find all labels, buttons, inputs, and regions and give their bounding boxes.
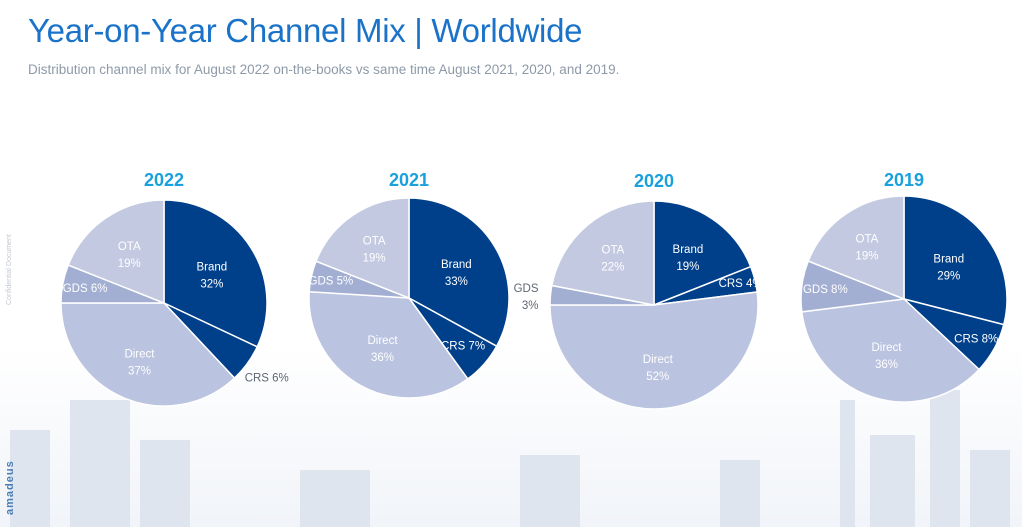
slice-label-ota: OTA <box>118 241 141 253</box>
pie-chart-2022: 2022 Brand 32% CRS 6% Direct 37% GDS 6% OTA 19% <box>60 170 289 407</box>
slice-label-gds: GDS 5% <box>309 276 354 288</box>
slice-value-brand: 33% <box>445 276 468 288</box>
slice-value-direct: 52% <box>646 371 669 383</box>
pie-slice-ota <box>550 200 655 306</box>
page-title: Year-on-Year Channel Mix | Worldwide <box>28 12 583 49</box>
slice-label-crs: CRS 7% <box>441 341 485 353</box>
slice-value-ota: 19% <box>118 258 141 270</box>
slice-label-crs: CRS 8% <box>954 334 998 346</box>
slice-label-brand: Brand <box>673 244 704 256</box>
pie-slice-ota <box>67 199 165 305</box>
slice-label-direct: Direct <box>643 354 674 366</box>
slice-value-direct: 37% <box>128 366 151 378</box>
slice-value-gds: 3% <box>522 300 539 312</box>
slice-label-gds: GDS 6% <box>63 283 108 295</box>
slice-label-crs: CRS 4% <box>719 278 763 290</box>
slice-label-brand: Brand <box>441 259 472 271</box>
chart-year-title: 2021 <box>389 170 429 190</box>
slice-value-ota: 19% <box>855 250 878 262</box>
page-subtitle: Distribution channel mix for August 2022… <box>28 62 620 77</box>
pie-slice-direct <box>800 298 981 403</box>
chart-year-title: 2022 <box>144 170 184 190</box>
slice-label-direct: Direct <box>367 335 398 347</box>
pie-slice-brand <box>903 195 1008 326</box>
pie-slice-ota <box>807 195 905 301</box>
slice-label-direct: Direct <box>871 342 902 354</box>
pie-slice-brand <box>408 197 510 348</box>
city-skyline-background <box>10 390 1010 527</box>
slice-label-brand: Brand <box>196 262 227 274</box>
chart-year-title: 2019 <box>884 170 924 190</box>
pie-slice-brand <box>163 199 268 348</box>
pie-chart-2021: 2021 Brand 33% CRS 7% Direct 36% GDS 5% OTA 19% <box>308 170 510 399</box>
slice-value-direct: 36% <box>875 359 898 371</box>
slice-label-ota: OTA <box>856 233 879 245</box>
slice-label-ota: OTA <box>602 244 625 256</box>
slice-value-ota: 19% <box>363 253 386 265</box>
pie-slice-direct <box>549 291 759 410</box>
slice-value-direct: 36% <box>371 352 394 364</box>
chart-year-title: 2020 <box>634 171 674 191</box>
slice-value-brand: 29% <box>937 270 960 282</box>
pie-slice-ota <box>315 197 410 300</box>
slice-value-ota: 22% <box>601 261 624 273</box>
pie-slice-direct <box>308 290 469 399</box>
slice-label-crs: CRS 6% <box>245 373 289 385</box>
pie-slice-direct <box>60 302 236 407</box>
slice-label-direct: Direct <box>124 349 155 361</box>
pie-chart-2020: 2020 Brand 19% CRS 4% Direct 52% GDS 3% OTA 22% <box>514 171 763 410</box>
pie-chart-2019: 2019 Brand 29% CRS 8% Direct 36% GDS 8% OTA 19% <box>800 170 1008 403</box>
slice-label-brand: Brand <box>933 253 964 265</box>
slice-label-ota: OTA <box>363 236 386 248</box>
slice-label-gds: GDS 8% <box>803 284 848 296</box>
slice-value-brand: 32% <box>200 279 223 291</box>
slice-label-gds: GDS <box>514 283 539 295</box>
pie-slice-brand <box>653 200 752 307</box>
slice-value-brand: 19% <box>676 261 699 273</box>
